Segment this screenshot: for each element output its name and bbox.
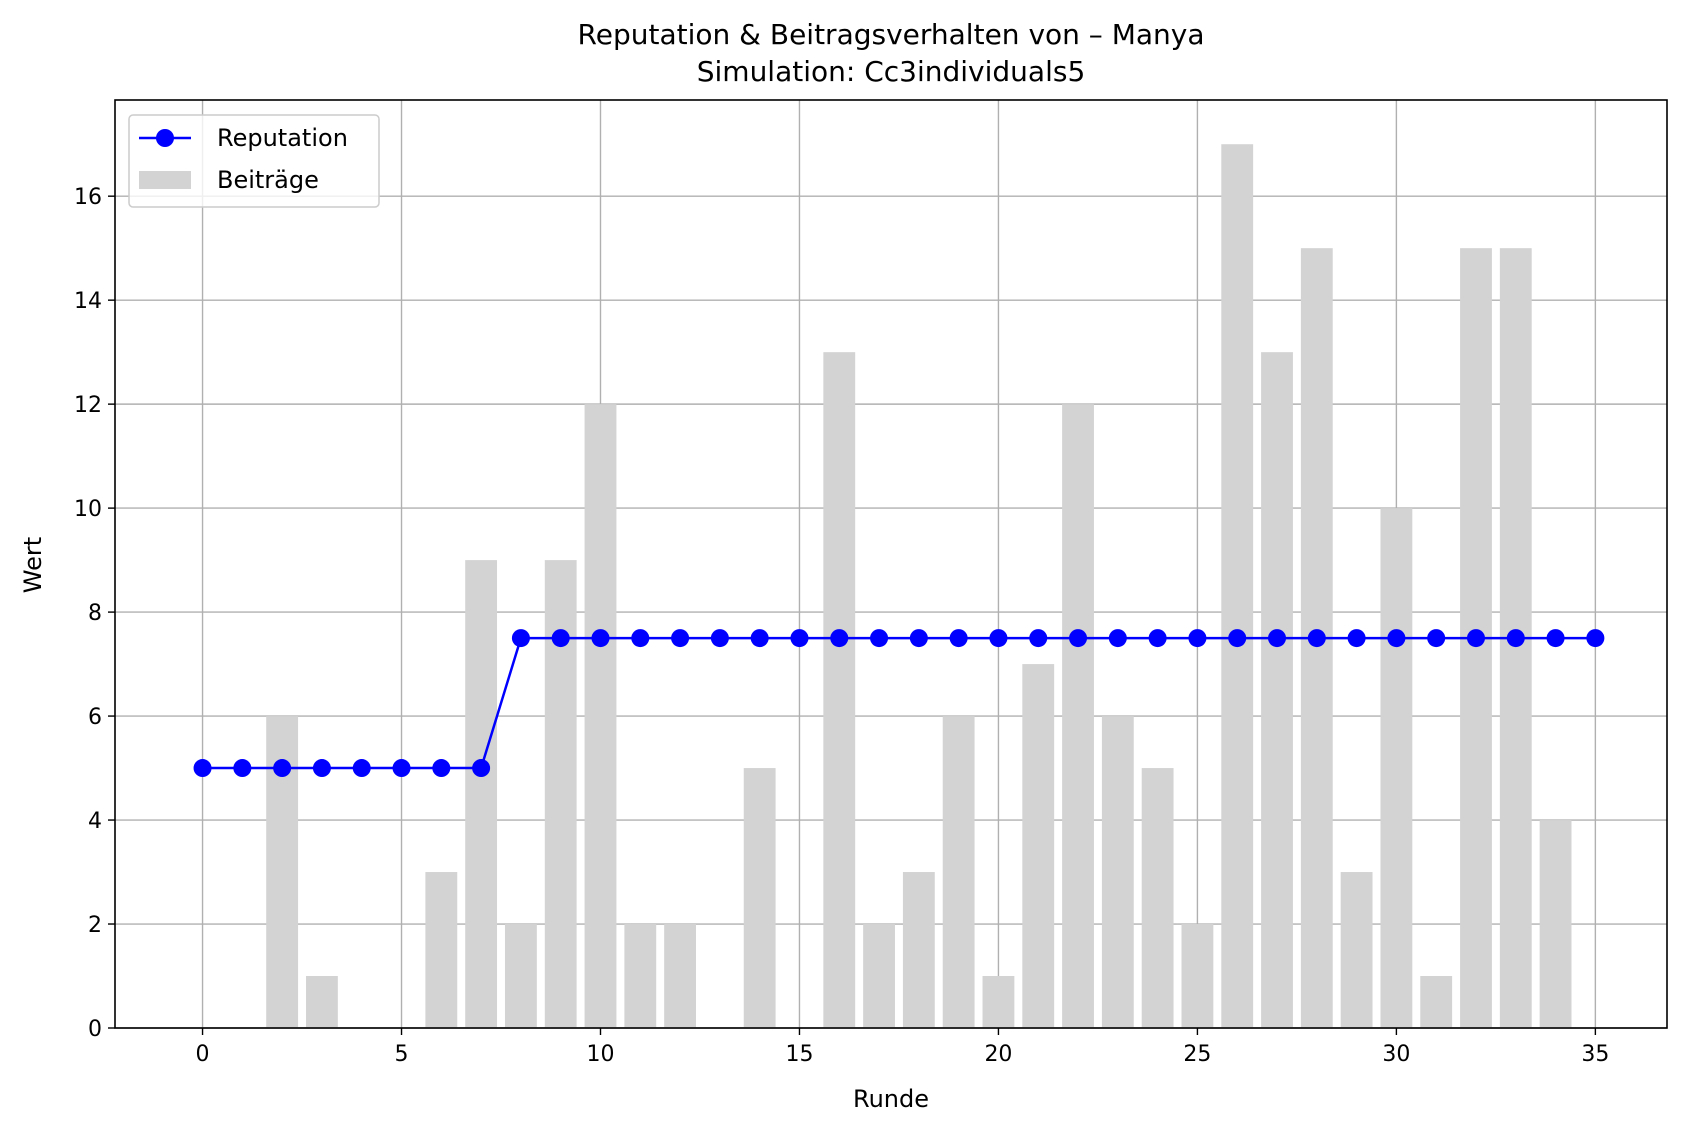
reputation-point [790,629,809,648]
x-axis-label: Runde [853,1085,929,1113]
reputation-point [392,759,411,778]
x-tick-label: 10 [586,1042,614,1067]
bar-beitraege [823,352,856,1029]
reputation-point [1029,629,1048,648]
y-axis-label: Wert [19,537,47,593]
legend-beitraege-swatch [139,171,191,189]
chart-subtitle: Simulation: Cc3individuals5 [697,55,1086,88]
reputation-point [193,759,212,778]
reputation-point [1506,629,1525,648]
x-tick-label: 35 [1581,1042,1609,1067]
bar-beitraege [1062,404,1094,1028]
legend-box [128,114,380,208]
reputation-point [631,629,650,648]
reputation-point [312,759,331,778]
legend-reputation-marker [156,129,174,147]
reputation-point [551,629,570,648]
reputation-point [1427,629,1446,648]
reputation-point [432,759,451,778]
y-axis: 0 2 4 6 8 10 12 14 16 [74,185,115,1042]
x-tick-label: 15 [785,1042,813,1067]
y-tick-label: 6 [88,705,102,730]
legend: Reputation Beiträge [128,114,380,208]
bar-beitraege [1261,352,1293,1029]
bar-beitraege [306,976,338,1028]
bar-beitraege [982,976,1015,1028]
chart-title-line: Reputation & Beitragsverhalten von – Man… [578,18,1205,51]
plot-frame [114,99,1668,1029]
reputation-line [193,629,1605,778]
reputation-point [273,759,292,778]
y-tick-label: 0 [88,1017,102,1042]
bar-beitraege [1539,820,1572,1028]
reputation-point [1307,629,1326,648]
bar-beitraege [624,924,657,1028]
x-tick-label: 20 [984,1042,1012,1067]
bar-beitraege [863,924,895,1028]
y-tick-label: 16 [74,185,102,210]
chart-title: Reputation & Beitragsverhalten von – Man… [578,18,1205,88]
bar-beitraege [942,716,975,1028]
reputation-point [870,629,889,648]
reputation-point [830,629,849,648]
reputation-point [1069,629,1088,648]
x-axis: 0 5 10 15 20 25 30 35 [196,1028,1609,1067]
reputation-point [671,629,690,648]
reputation-point [909,629,928,648]
x-tick-label: 0 [196,1042,210,1067]
reputation-point [591,629,610,648]
bar-beitraege [1221,144,1254,1028]
bar-beitraege [584,404,617,1028]
y-tick-label: 2 [88,913,102,938]
reputation-point [1188,629,1207,648]
reputation-point [1387,629,1406,648]
reputation-point [1546,629,1565,648]
reputation-point [511,629,530,648]
reputation-point [989,629,1008,648]
bar-beitraege [465,560,498,1028]
y-tick-label: 4 [88,809,102,834]
x-tick-label: 25 [1183,1042,1211,1067]
reputation-point [750,629,769,648]
bar-beitraege [1380,508,1413,1028]
bar-beitraege [1340,872,1373,1028]
legend-label-reputation: Reputation [217,124,348,152]
bar-beitraege [664,924,697,1028]
bar-beitraege [902,872,935,1028]
reputation-point [1466,629,1485,648]
reputation-point [1148,629,1167,648]
legend-label-beitraege: Beiträge [217,166,319,194]
y-tick-label: 12 [74,393,102,418]
bar-beitraege [1420,976,1453,1028]
reputation-point [1108,629,1127,648]
bar-beitraege [504,924,537,1028]
reputation-point [233,759,252,778]
reputation-point [1228,629,1247,648]
bar-beitraege [1141,768,1174,1028]
reputation-point [1586,629,1605,648]
bar-beitraege [1101,716,1134,1028]
y-tick-label: 8 [88,601,102,626]
bar-beitraege [743,768,776,1028]
x-tick-label: 30 [1382,1042,1410,1067]
reputation-point [1268,629,1287,648]
reputation-point [710,629,729,648]
bar-beitraege [1022,664,1055,1028]
x-tick-label: 5 [395,1042,409,1067]
y-tick-label: 14 [74,289,102,314]
reputation-point [352,759,371,778]
bar-beitraege [425,872,458,1028]
reputation-point [1347,629,1366,648]
y-tick-label: 10 [74,497,102,522]
reputation-point [949,629,968,648]
bar-beitraege [1181,924,1214,1028]
reputation-point [472,759,491,778]
